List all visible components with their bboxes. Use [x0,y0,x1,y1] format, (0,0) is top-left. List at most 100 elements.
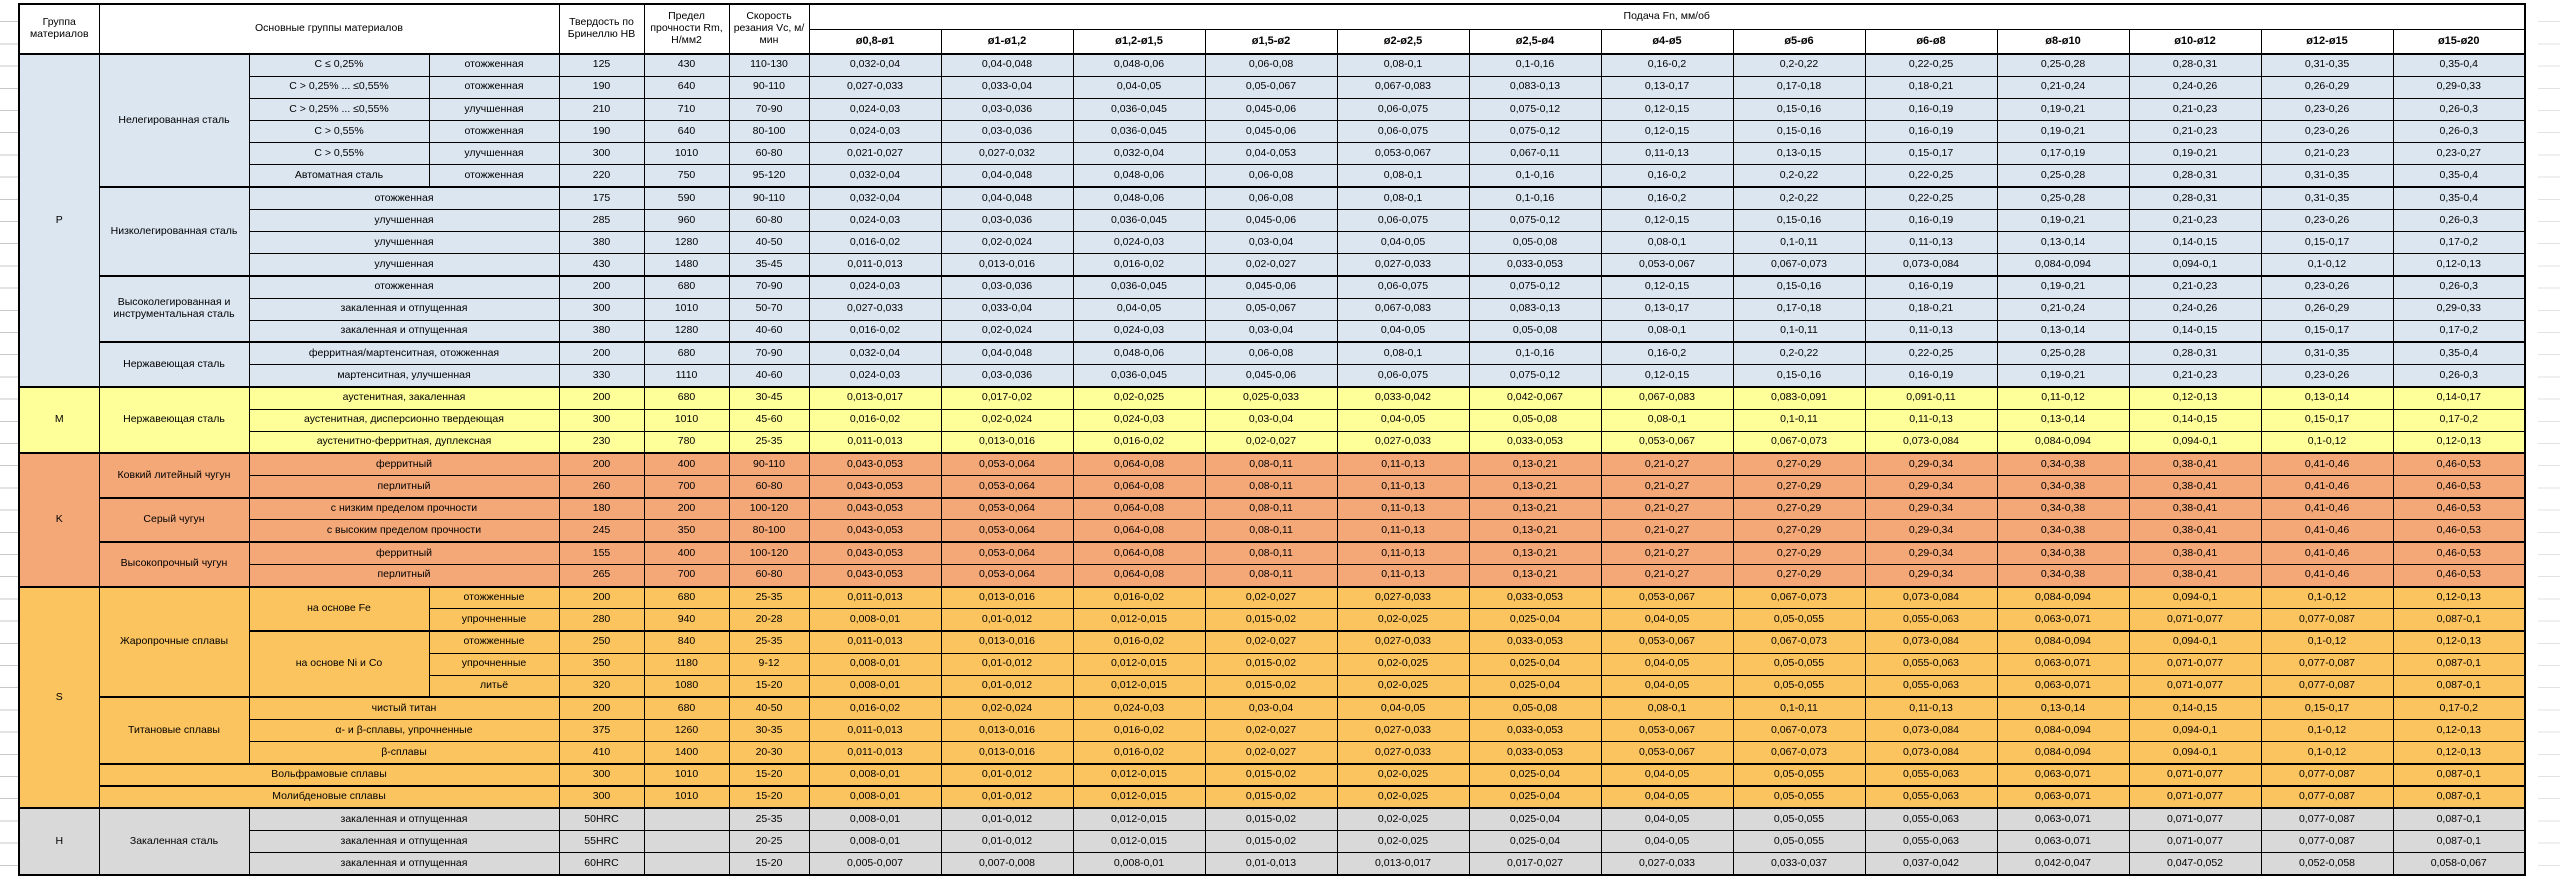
material-cell[interactable]: аустенитная, дисперсионно твердеющая [248,408,560,432]
material-cell[interactable]: литьё [428,674,560,698]
feed-cell[interactable]: 0,13-0,21 [1468,563,1602,588]
material-cell[interactable]: Закаленная сталь [98,807,250,876]
feed-cell[interactable]: 0,28-0,31 [2128,52,2262,77]
feed-cell[interactable]: 0,01-0,012 [940,652,1074,676]
feed-cell[interactable]: 0,073-0,084 [1864,741,1998,765]
speed-cell[interactable]: 45-60 [728,408,810,432]
feed-cell[interactable]: 0,13-0,21 [1468,519,1602,543]
feed-cell[interactable]: 0,033-0,053 [1468,430,1602,454]
feed-column-header[interactable]: ø2,5-ø4 [1468,28,1602,55]
feed-cell[interactable]: 0,087-0,1 [2392,652,2526,676]
feed-cell[interactable]: 0,016-0,02 [808,408,942,432]
feed-cell[interactable]: 0,15-0,16 [1732,274,1866,299]
header-feed[interactable]: Подача Fn, мм/об [808,3,2526,30]
feed-cell[interactable]: 0,053-0,067 [1600,741,1734,765]
feed-cell[interactable]: 0,027-0,033 [1336,741,1470,765]
feed-cell[interactable]: 0,042-0,047 [1996,852,2130,876]
feed-cell[interactable]: 0,073-0,084 [1864,585,1998,610]
feed-cell[interactable]: 0,053-0,064 [940,541,1074,565]
feed-cell[interactable]: 0,008-0,01 [808,608,942,632]
feed-cell[interactable]: 0,027-0,033 [1336,629,1470,654]
material-cell[interactable]: улучшенная [248,253,560,277]
feed-column-header[interactable]: ø8-ø10 [1996,28,2130,55]
strength-cell[interactable]: 1010 [643,297,730,321]
feed-cell[interactable]: 0,34-0,38 [1996,541,2130,565]
feed-cell[interactable]: 0,15-0,17 [1864,142,1998,166]
feed-cell[interactable]: 0,077-0,087 [2260,652,2394,676]
feed-cell[interactable]: 0,14-0,17 [2392,385,2526,410]
feed-cell[interactable]: 0,41-0,46 [2260,541,2394,565]
speed-cell[interactable]: 100-120 [728,496,810,521]
feed-column-header[interactable]: ø12-ø15 [2260,28,2394,55]
feed-cell[interactable]: 0,055-0,063 [1864,807,1998,832]
feed-cell[interactable]: 0,016-0,02 [1072,719,1206,743]
feed-cell[interactable]: 0,055-0,063 [1864,674,1998,698]
feed-cell[interactable]: 0,064-0,08 [1072,563,1206,588]
feed-cell[interactable]: 0,077-0,087 [2260,608,2394,632]
feed-cell[interactable]: 0,017-0,02 [940,385,1074,410]
feed-cell[interactable]: 0,14-0,15 [2128,319,2262,343]
feed-cell[interactable]: 0,011-0,013 [808,253,942,277]
material-cell[interactable]: улучшенная [248,230,560,255]
feed-cell[interactable]: 0,38-0,41 [2128,563,2262,588]
feed-cell[interactable]: 0,15-0,17 [2260,319,2394,343]
strength-cell[interactable]: 700 [643,563,730,588]
feed-cell[interactable]: 0,06-0,08 [1204,186,1338,210]
hardness-cell[interactable]: 200 [558,385,645,410]
strength-cell[interactable]: 680 [643,274,730,299]
feed-cell[interactable]: 0,03-0,036 [940,97,1074,122]
feed-cell[interactable]: 0,027-0,033 [1336,585,1470,610]
feed-cell[interactable]: 0,015-0,02 [1204,785,1338,809]
feed-cell[interactable]: 0,16-0,19 [1864,274,1998,299]
feed-cell[interactable]: 0,38-0,41 [2128,519,2262,543]
feed-cell[interactable]: 0,087-0,1 [2392,762,2526,787]
feed-cell[interactable]: 0,063-0,071 [1996,674,2130,698]
material-cell[interactable]: перлитный [248,475,560,499]
feed-cell[interactable]: 0,22-0,25 [1864,186,1998,210]
feed-cell[interactable]: 0,15-0,16 [1732,208,1866,233]
hardness-cell[interactable]: 380 [558,230,645,255]
feed-cell[interactable]: 0,1-0,11 [1732,230,1866,255]
feed-cell[interactable]: 0,08-0,11 [1204,563,1338,588]
speed-cell[interactable]: 70-90 [728,274,810,299]
feed-cell[interactable]: 0,23-0,26 [2260,274,2394,299]
feed-cell[interactable]: 0,045-0,06 [1204,364,1338,388]
feed-cell[interactable]: 0,13-0,14 [1996,696,2130,721]
feed-cell[interactable]: 0,067-0,073 [1732,430,1866,454]
feed-cell[interactable]: 0,17-0,2 [2392,408,2526,432]
material-cell[interactable]: C > 0,25% ... ≤0,55% [248,97,430,122]
header-tensile-strength[interactable]: Предел прочности Rm, Н/мм2 [643,3,730,55]
feed-cell[interactable]: 0,024-0,03 [808,120,942,144]
feed-cell[interactable]: 0,14-0,15 [2128,230,2262,255]
feed-cell[interactable]: 0,042-0,067 [1468,385,1602,410]
feed-cell[interactable]: 0,25-0,28 [1996,341,2130,366]
material-cell[interactable]: ферритный [248,452,560,477]
speed-cell[interactable]: 60-80 [728,475,810,499]
material-cell[interactable]: отожженная [428,120,560,144]
feed-cell[interactable]: 0,21-0,27 [1600,496,1734,521]
feed-cell[interactable]: 0,012-0,015 [1072,785,1206,809]
feed-cell[interactable]: 0,063-0,071 [1996,762,2130,787]
feed-cell[interactable]: 0,053-0,067 [1600,253,1734,277]
feed-cell[interactable]: 0,34-0,38 [1996,563,2130,588]
material-cell[interactable]: чистый титан [248,696,560,721]
feed-cell[interactable]: 0,021-0,027 [808,142,942,166]
feed-cell[interactable]: 0,053-0,067 [1600,719,1734,743]
feed-cell[interactable]: 0,011-0,013 [808,430,942,454]
feed-cell[interactable]: 0,13-0,15 [1732,142,1866,166]
feed-cell[interactable]: 0,11-0,13 [1864,408,1998,432]
speed-cell[interactable]: 40-60 [728,319,810,343]
material-cell[interactable]: C > 0,55% [248,142,430,166]
hardness-cell[interactable]: 220 [558,164,645,188]
feed-cell[interactable]: 0,35-0,4 [2392,164,2526,188]
speed-cell[interactable]: 100-120 [728,541,810,565]
feed-cell[interactable]: 0,084-0,094 [1996,741,2130,765]
feed-cell[interactable]: 0,024-0,03 [1072,319,1206,343]
hardness-cell[interactable]: 300 [558,785,645,809]
material-cell[interactable]: на основе Ni и Co [248,629,430,698]
material-cell[interactable]: упрочненные [428,652,560,676]
material-cell[interactable]: β-сплавы [248,741,560,765]
feed-cell[interactable]: 0,067-0,083 [1336,297,1470,321]
feed-cell[interactable]: 0,12-0,15 [1600,208,1734,233]
material-cell[interactable]: отожженные [428,629,560,654]
